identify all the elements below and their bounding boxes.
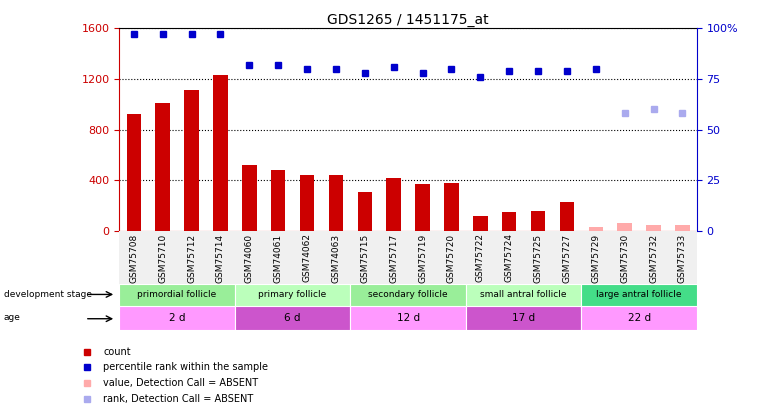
Bar (119, 306, 235, 330)
Bar (531, 211, 545, 231)
Bar (184, 90, 199, 231)
Text: GSM74062: GSM74062 (303, 233, 312, 282)
Text: GSM75729: GSM75729 (591, 233, 601, 283)
Bar (581, 306, 697, 330)
Bar (473, 215, 487, 231)
Bar (581, 284, 697, 306)
Text: GSM75720: GSM75720 (447, 233, 456, 283)
Text: age: age (4, 313, 21, 322)
Bar (444, 183, 459, 231)
Bar (156, 103, 170, 231)
Text: GSM75712: GSM75712 (187, 233, 196, 283)
Bar (560, 202, 574, 231)
Text: GSM75719: GSM75719 (418, 233, 427, 283)
Bar (618, 223, 632, 231)
Text: GSM75714: GSM75714 (216, 233, 225, 283)
Bar (502, 213, 517, 231)
Text: GSM75708: GSM75708 (129, 233, 139, 283)
Text: 17 d: 17 d (512, 313, 535, 323)
Text: 12 d: 12 d (397, 313, 420, 323)
Text: percentile rank within the sample: percentile rank within the sample (103, 362, 268, 373)
Text: small antral follicle: small antral follicle (480, 290, 567, 299)
Text: count: count (103, 347, 131, 357)
Title: GDS1265 / 1451175_at: GDS1265 / 1451175_at (327, 13, 489, 27)
Text: GSM74060: GSM74060 (245, 233, 254, 283)
Text: 6 d: 6 d (284, 313, 301, 323)
Text: development stage: development stage (4, 290, 92, 299)
Bar (675, 225, 690, 231)
Text: primary follicle: primary follicle (259, 290, 326, 299)
Text: GSM75733: GSM75733 (678, 233, 687, 283)
Text: GSM75727: GSM75727 (562, 233, 571, 283)
Text: 22 d: 22 d (628, 313, 651, 323)
Bar (235, 306, 350, 330)
Bar (300, 175, 314, 231)
Bar (213, 75, 228, 231)
Text: GSM75732: GSM75732 (649, 233, 658, 283)
Bar (235, 284, 350, 306)
Text: secondary follicle: secondary follicle (368, 290, 448, 299)
Text: GSM75724: GSM75724 (504, 233, 514, 282)
Bar (466, 306, 581, 330)
Text: rank, Detection Call = ABSENT: rank, Detection Call = ABSENT (103, 394, 253, 403)
Bar (387, 178, 401, 231)
Text: value, Detection Call = ABSENT: value, Detection Call = ABSENT (103, 378, 258, 388)
Text: 2 d: 2 d (169, 313, 186, 323)
Bar (357, 192, 372, 231)
Text: primordial follicle: primordial follicle (138, 290, 216, 299)
Text: GSM75717: GSM75717 (389, 233, 398, 283)
Bar (119, 284, 235, 306)
Bar (271, 170, 286, 231)
Bar (466, 284, 581, 306)
Text: GSM75722: GSM75722 (476, 233, 485, 282)
Text: GSM74063: GSM74063 (331, 233, 340, 283)
Text: GSM74061: GSM74061 (273, 233, 283, 283)
Bar (242, 165, 256, 231)
Bar (646, 224, 661, 231)
Text: GSM75710: GSM75710 (158, 233, 167, 283)
Bar (126, 115, 141, 231)
Bar (350, 284, 466, 306)
Bar (415, 184, 430, 231)
Bar (588, 227, 603, 231)
Text: GSM75730: GSM75730 (620, 233, 629, 283)
Bar (350, 306, 466, 330)
Text: GSM75715: GSM75715 (360, 233, 370, 283)
Text: large antral follicle: large antral follicle (596, 290, 682, 299)
Bar (329, 175, 343, 231)
Text: GSM75725: GSM75725 (534, 233, 543, 283)
